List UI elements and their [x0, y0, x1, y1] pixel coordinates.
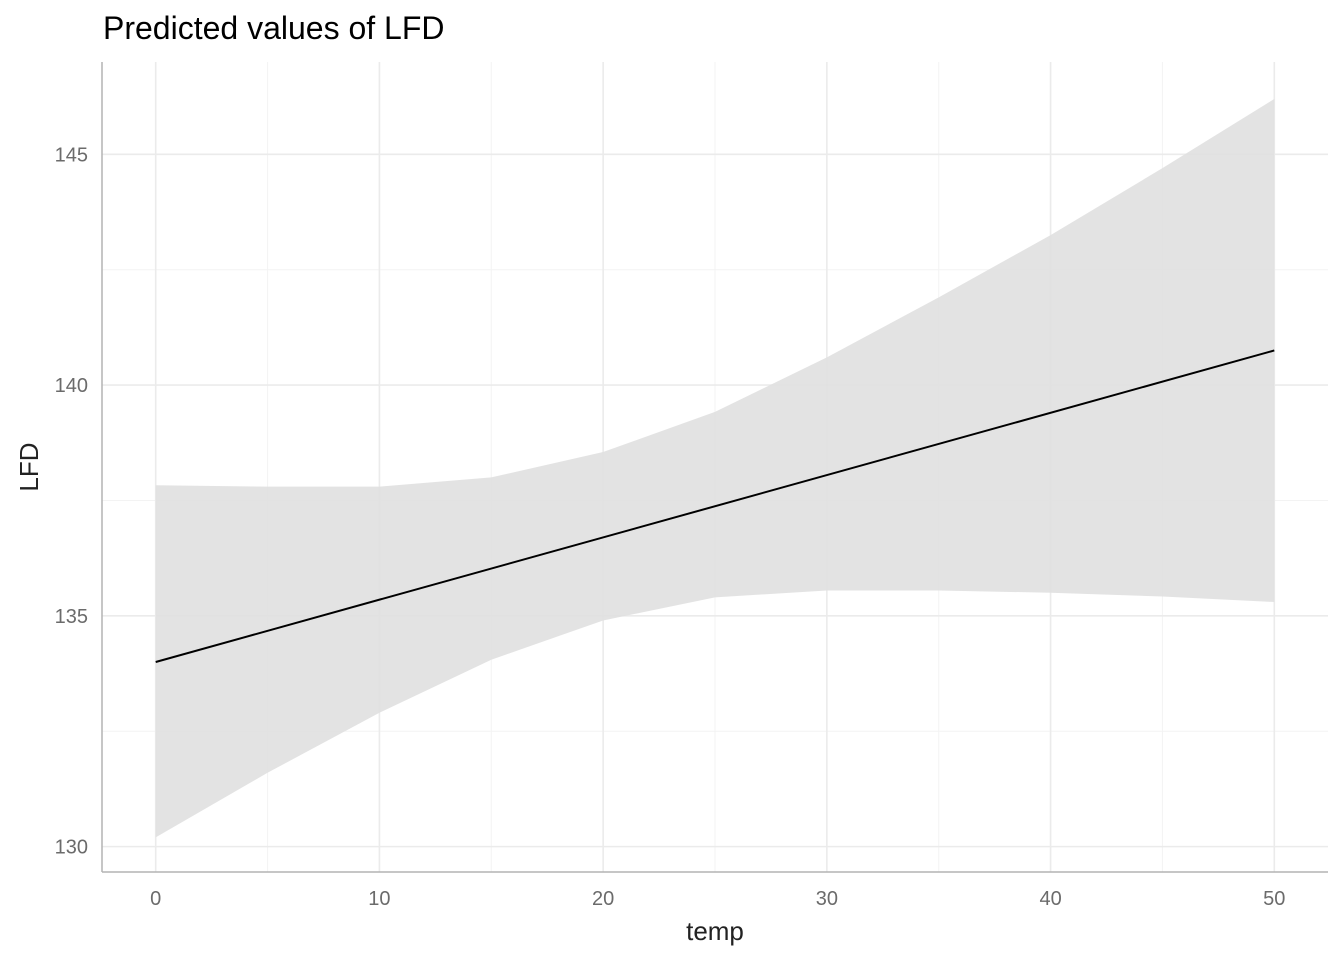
- x-tick-label-30: 30: [816, 888, 838, 910]
- confidence-band-layer: [155, 98, 1275, 838]
- x-tick-label-50: 50: [1263, 888, 1285, 910]
- y-tick-label-140: 140: [55, 375, 88, 397]
- y-tick-label-135: 135: [55, 606, 88, 628]
- x-tick-label-20: 20: [592, 888, 614, 910]
- confidence-band: [155, 98, 1275, 838]
- x-tick-label-40: 40: [1039, 888, 1061, 910]
- x-axis-title: temp: [686, 916, 744, 946]
- y-tick-labels: 130 135 140 145: [55, 144, 88, 858]
- series-layer: [155, 349, 1275, 663]
- x-tick-labels: 0 10 20 30 40 50: [150, 888, 1285, 910]
- chart-title: Predicted values of LFD: [103, 10, 445, 46]
- x-tick-label-0: 0: [150, 888, 161, 910]
- x-tick-label-10: 10: [368, 888, 390, 910]
- series-line-0: [155, 349, 1275, 663]
- y-tick-label-130: 130: [55, 837, 88, 859]
- y-tick-label-145: 145: [55, 144, 88, 166]
- y-axis-title: LFD: [14, 442, 44, 491]
